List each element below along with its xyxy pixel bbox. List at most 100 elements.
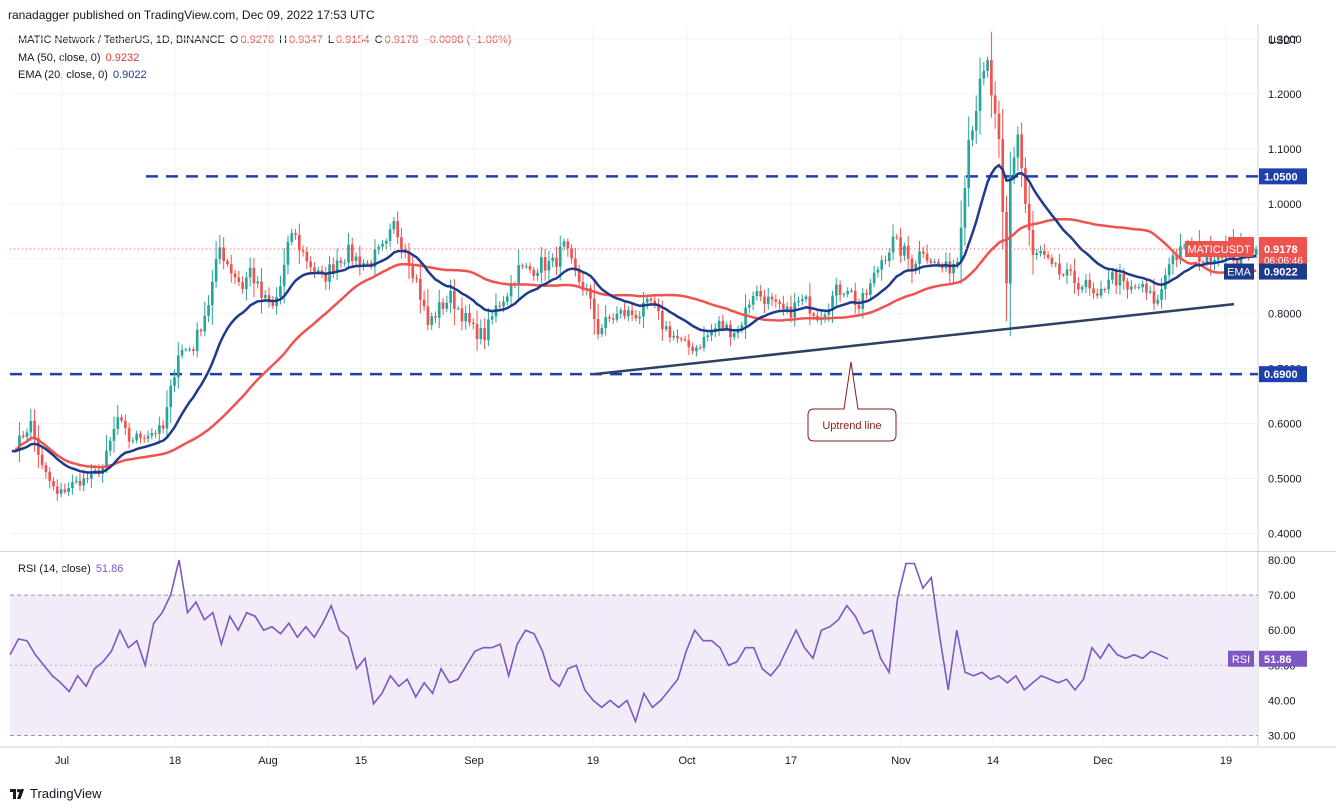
rsi-axis-tick: 80.00 [1268, 555, 1296, 567]
candle-up [89, 463, 93, 488]
candle-up [82, 469, 86, 492]
candle-body [846, 291, 849, 295]
candle-down [925, 244, 929, 264]
candle-body [812, 313, 815, 316]
candle-body [1073, 271, 1076, 284]
candle-body [1050, 257, 1054, 264]
candle-body [967, 139, 971, 189]
annotation-text: Uptrend line [822, 420, 881, 432]
candle-down [1095, 288, 1099, 299]
candle-down [865, 289, 868, 300]
time-axis-tick: Oct [678, 755, 695, 767]
candle-body [445, 302, 449, 309]
tradingview-logo[interactable]: TradingView [10, 786, 102, 801]
candle-body [611, 318, 615, 320]
candle-down [37, 425, 40, 468]
candle-up [456, 305, 460, 311]
high-label: H [279, 34, 288, 46]
candle-down [52, 476, 55, 491]
candle-body [528, 266, 532, 270]
candle-body [437, 302, 441, 318]
candle-body [540, 257, 543, 273]
candle-up [286, 235, 290, 275]
ma-legend-label: MA (50, close, 0) [18, 52, 101, 64]
candle-body [1107, 279, 1110, 290]
candle-body [483, 328, 486, 341]
candle-up [354, 252, 358, 267]
candle-down [759, 284, 763, 302]
candle-body [691, 346, 694, 352]
candle-body [661, 311, 664, 330]
candle-body [1099, 288, 1103, 296]
level-label-text: 1.0500 [1264, 171, 1298, 183]
candle-up [800, 294, 804, 306]
candle-down [154, 429, 157, 439]
candle-down [161, 419, 165, 434]
time-axis-tick: 17 [785, 755, 797, 767]
candle-down [1073, 258, 1076, 294]
candle-body [668, 326, 672, 338]
ema-axis-label: EMA 0.9022 [1224, 263, 1307, 280]
candle-body [679, 338, 683, 340]
rsi-legend-value: 51.86 [95, 563, 124, 575]
candle-down [555, 246, 558, 276]
candle-up [1107, 268, 1110, 295]
candle-down [608, 314, 611, 322]
time-axis-tick: Dec [1093, 755, 1113, 767]
candle-body [226, 260, 229, 265]
candle-body [453, 290, 456, 309]
candle-up [176, 341, 180, 389]
candle-body [1046, 254, 1050, 258]
candle-body [120, 417, 123, 421]
candle-body [498, 305, 502, 307]
candle-body [279, 286, 282, 297]
candle-body [577, 270, 581, 283]
candle-body [524, 266, 528, 268]
candle-body [44, 465, 48, 472]
candle-up [373, 239, 377, 277]
candle-body [260, 281, 263, 298]
symbol-tag-bg [1185, 240, 1253, 257]
candle-up [464, 305, 468, 330]
candle-body [211, 281, 214, 306]
candle-body [305, 251, 309, 262]
candle-up [335, 248, 339, 281]
candle-body [377, 246, 381, 250]
candle-down [895, 233, 899, 241]
candle-down [127, 422, 131, 449]
candle-down [623, 302, 626, 320]
candle-body [785, 306, 789, 310]
candle-body [1179, 246, 1182, 260]
time-axis-tick: Nov [891, 755, 911, 767]
candle-body [948, 261, 952, 274]
candle-up [165, 390, 169, 437]
candle-body [1118, 273, 1122, 286]
candle-body [721, 320, 725, 329]
candle-body [21, 435, 25, 437]
candle-body [1027, 203, 1031, 231]
candle-down [468, 304, 471, 327]
candle-body [335, 260, 339, 272]
rsi-axis-tick: 60.00 [1268, 625, 1296, 637]
candle-down [55, 479, 59, 502]
candle-body [229, 264, 233, 274]
candle-body [672, 335, 676, 338]
candle-up [600, 324, 604, 337]
candle-body [392, 220, 396, 230]
candle-up [108, 436, 112, 457]
candle-body [615, 313, 619, 320]
candle-up [974, 95, 978, 145]
candle-down [1027, 184, 1031, 246]
candle-up [785, 302, 789, 314]
candle-down [1061, 272, 1065, 278]
candle-body [263, 295, 267, 298]
candle-body [895, 236, 899, 238]
candle-body [105, 450, 108, 468]
candle-up [558, 235, 562, 281]
candle-body [581, 282, 585, 291]
candle-body [1235, 260, 1239, 264]
candle-up [245, 271, 248, 301]
candle-body [956, 261, 959, 264]
ema20-line [11, 163, 1257, 474]
